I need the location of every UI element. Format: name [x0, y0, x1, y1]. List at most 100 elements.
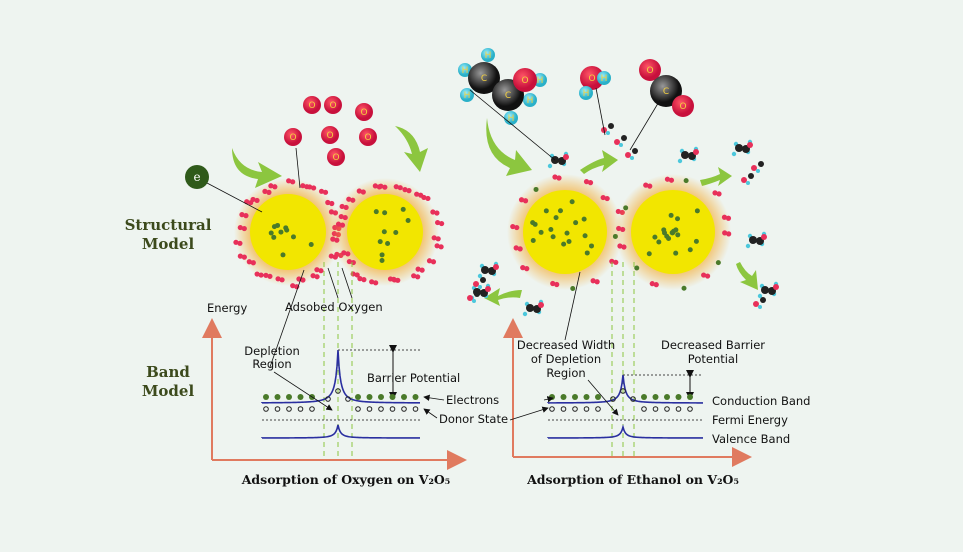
- conduction-band-label: Conduction Band: [712, 394, 810, 408]
- donor-state-dot: [595, 406, 601, 412]
- curved-arrow-icon: [395, 126, 428, 172]
- grain: [233, 178, 344, 290]
- process-arrows: [232, 118, 758, 306]
- svg-text:H: H: [601, 74, 608, 84]
- electron-dot: [560, 394, 567, 400]
- donor-state-dot: [549, 406, 555, 412]
- decreased-width-label-2: of Depletion: [531, 352, 601, 366]
- decreased-barrier-label-2: Potential: [688, 352, 738, 366]
- electron-dot: [569, 199, 575, 205]
- svg-text:H: H: [583, 89, 590, 99]
- oxygen-dot: [753, 301, 759, 307]
- adsorbed-oxygen-dot: [647, 183, 653, 189]
- carbon-dot: [749, 236, 757, 244]
- carbon-dot: [608, 123, 614, 129]
- electron-dot: [664, 394, 670, 400]
- adsorbed-oxygen-dot: [262, 188, 268, 194]
- adsorbed-oxygen-dot: [600, 194, 606, 201]
- energy-label: Energy: [207, 301, 247, 315]
- electron-dot: [530, 238, 536, 244]
- svg-text:C: C: [505, 91, 511, 101]
- carbon-dot: [480, 277, 486, 283]
- hydrogen-atom: H: [504, 111, 518, 125]
- hydrogen-dot: [478, 285, 482, 289]
- grain: [330, 178, 445, 286]
- svg-text:H: H: [527, 96, 534, 106]
- carbon-dot: [761, 286, 769, 294]
- adsorbed-oxygen-dot: [311, 185, 317, 191]
- adsorbed-oxygen-dot: [664, 176, 671, 182]
- electron-dot: [584, 250, 590, 256]
- structural-model-label-2: Model: [142, 235, 195, 253]
- adsorbed-oxygen-dot: [522, 198, 529, 204]
- donor-state-dot: [641, 406, 647, 412]
- electron-dot: [377, 239, 383, 245]
- adsorbed-oxygen-dot: [583, 179, 590, 185]
- adsorbed-oxygen-dot: [701, 272, 707, 278]
- carbon-dot: [621, 135, 627, 141]
- hydrogen-dot: [746, 181, 750, 185]
- donor-state-dot: [355, 406, 361, 412]
- oxygen-dot: [773, 284, 779, 290]
- adsorbed-oxygen-dot: [411, 273, 417, 279]
- hydrogen-dot: [606, 131, 610, 135]
- adsorbed-oxygen-dot: [594, 279, 600, 285]
- hydrogen-atom: H: [533, 73, 547, 87]
- adsorbed-oxygen-dot: [272, 184, 278, 190]
- donor-state-label: Donor State: [439, 412, 508, 426]
- electrons-label: Electrons: [446, 393, 499, 407]
- valence-band-label: Valence Band: [712, 432, 790, 446]
- adsorbed-oxygen-dot: [554, 281, 560, 288]
- svg-text:H: H: [508, 114, 515, 124]
- electron-dot: [538, 229, 544, 235]
- adsorbed-oxygen-dot: [314, 267, 320, 273]
- adsorbed-oxygen-dot: [329, 200, 335, 207]
- oxygen-dot: [751, 165, 757, 171]
- electron-dot: [675, 232, 681, 238]
- depletion-region-label-2: Region: [252, 357, 291, 371]
- band-model-label-2: Model: [142, 382, 195, 400]
- adsorbed-oxygen-dot: [556, 175, 562, 181]
- electron-dot: [570, 286, 576, 292]
- molecules: OOOOOOOHHHHHHHCCOOHHOCO: [284, 48, 779, 317]
- electron-icon: e: [185, 165, 209, 189]
- adsorbed-oxygen-dot: [328, 209, 335, 215]
- grain: [507, 174, 625, 292]
- oxygen-atom: O: [303, 96, 321, 114]
- donor-state-dot: [572, 406, 578, 412]
- adsorbed-oxygen-dot: [339, 203, 345, 210]
- conduction-band-line: [547, 374, 704, 404]
- adsorbed-oxygen-dot: [587, 180, 594, 186]
- donor-state-dot: [401, 406, 407, 412]
- adsorbed-oxygen-dot: [514, 224, 520, 231]
- adsorbed-oxygen-dot: [524, 266, 530, 272]
- svg-text:O: O: [329, 101, 336, 111]
- pointer-arrows: [273, 371, 619, 421]
- carbon-dot: [760, 297, 766, 303]
- adsorbed-oxygen-dot: [325, 199, 331, 206]
- electron-dot: [656, 239, 662, 245]
- svg-text:C: C: [481, 74, 487, 84]
- adsorbed-oxygen-dot: [237, 240, 243, 246]
- adsorbed-oxygen-dot: [518, 197, 525, 203]
- adsorbed-oxygen-dot: [307, 184, 313, 190]
- oxygen-atom: O: [359, 128, 377, 146]
- donor-state-dot: [286, 406, 292, 412]
- hydrogen-dot: [619, 143, 623, 147]
- adsorbed-oxygen-dot: [330, 236, 336, 242]
- adsorbed-oxygen-dot: [334, 237, 340, 243]
- oxygen-atom: O: [639, 59, 661, 81]
- carbon-dot: [758, 161, 764, 167]
- adsorbed-oxygen-dot: [369, 279, 375, 285]
- depletion-region-label-1: Depletion: [244, 344, 300, 358]
- hydrogen-dot: [522, 311, 528, 317]
- oxygen-dot: [747, 142, 753, 148]
- adsorbed-oxygen-dot: [335, 221, 342, 227]
- electron-dot: [641, 394, 647, 400]
- electron-dot: [381, 229, 387, 235]
- adsorbed-oxygen-dot: [552, 174, 558, 180]
- electron-dot: [271, 224, 277, 230]
- carbon-atom: C: [468, 62, 500, 94]
- adsorbed-oxygen-dot: [391, 277, 398, 283]
- adsorbed-oxygen-dot: [241, 225, 247, 232]
